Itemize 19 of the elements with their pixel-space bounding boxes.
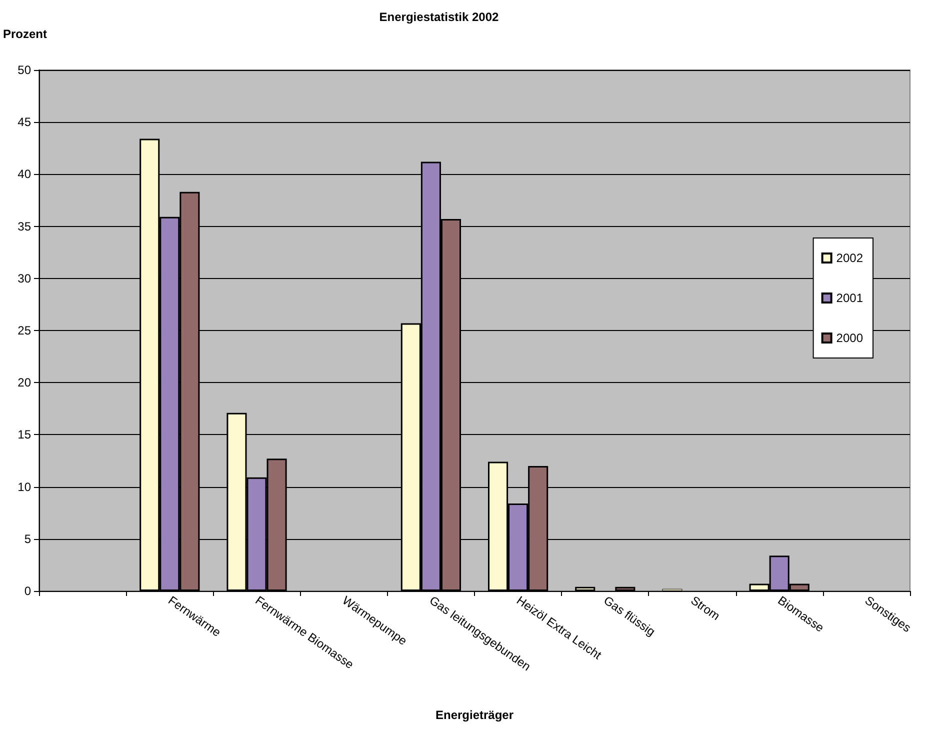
y-tick-label: 10 bbox=[18, 480, 32, 494]
x-axis-title: Energieträger bbox=[435, 708, 514, 722]
y-tick-label: 15 bbox=[18, 428, 32, 442]
y-tick-label: 35 bbox=[18, 219, 32, 234]
bar bbox=[615, 586, 636, 591]
y-tick-label: 5 bbox=[24, 532, 32, 546]
y-tick-label: 0 bbox=[24, 584, 32, 598]
y-tick-label: 30 bbox=[18, 271, 32, 286]
y-tick-label: 20 bbox=[18, 376, 32, 390]
chart-title: Energiestatistik 2002 bbox=[379, 10, 500, 24]
y-axis-title: Prozent bbox=[3, 27, 48, 41]
legend-label: 2002 bbox=[836, 251, 864, 265]
bar bbox=[575, 586, 596, 591]
y-tick-label: 25 bbox=[18, 324, 32, 338]
legend-label: 2000 bbox=[836, 331, 864, 345]
y-tick-label: 45 bbox=[18, 115, 32, 130]
y-tick-label: 50 bbox=[18, 63, 32, 77]
y-tick-label: 40 bbox=[18, 167, 32, 182]
legend-label: 2001 bbox=[836, 291, 864, 305]
